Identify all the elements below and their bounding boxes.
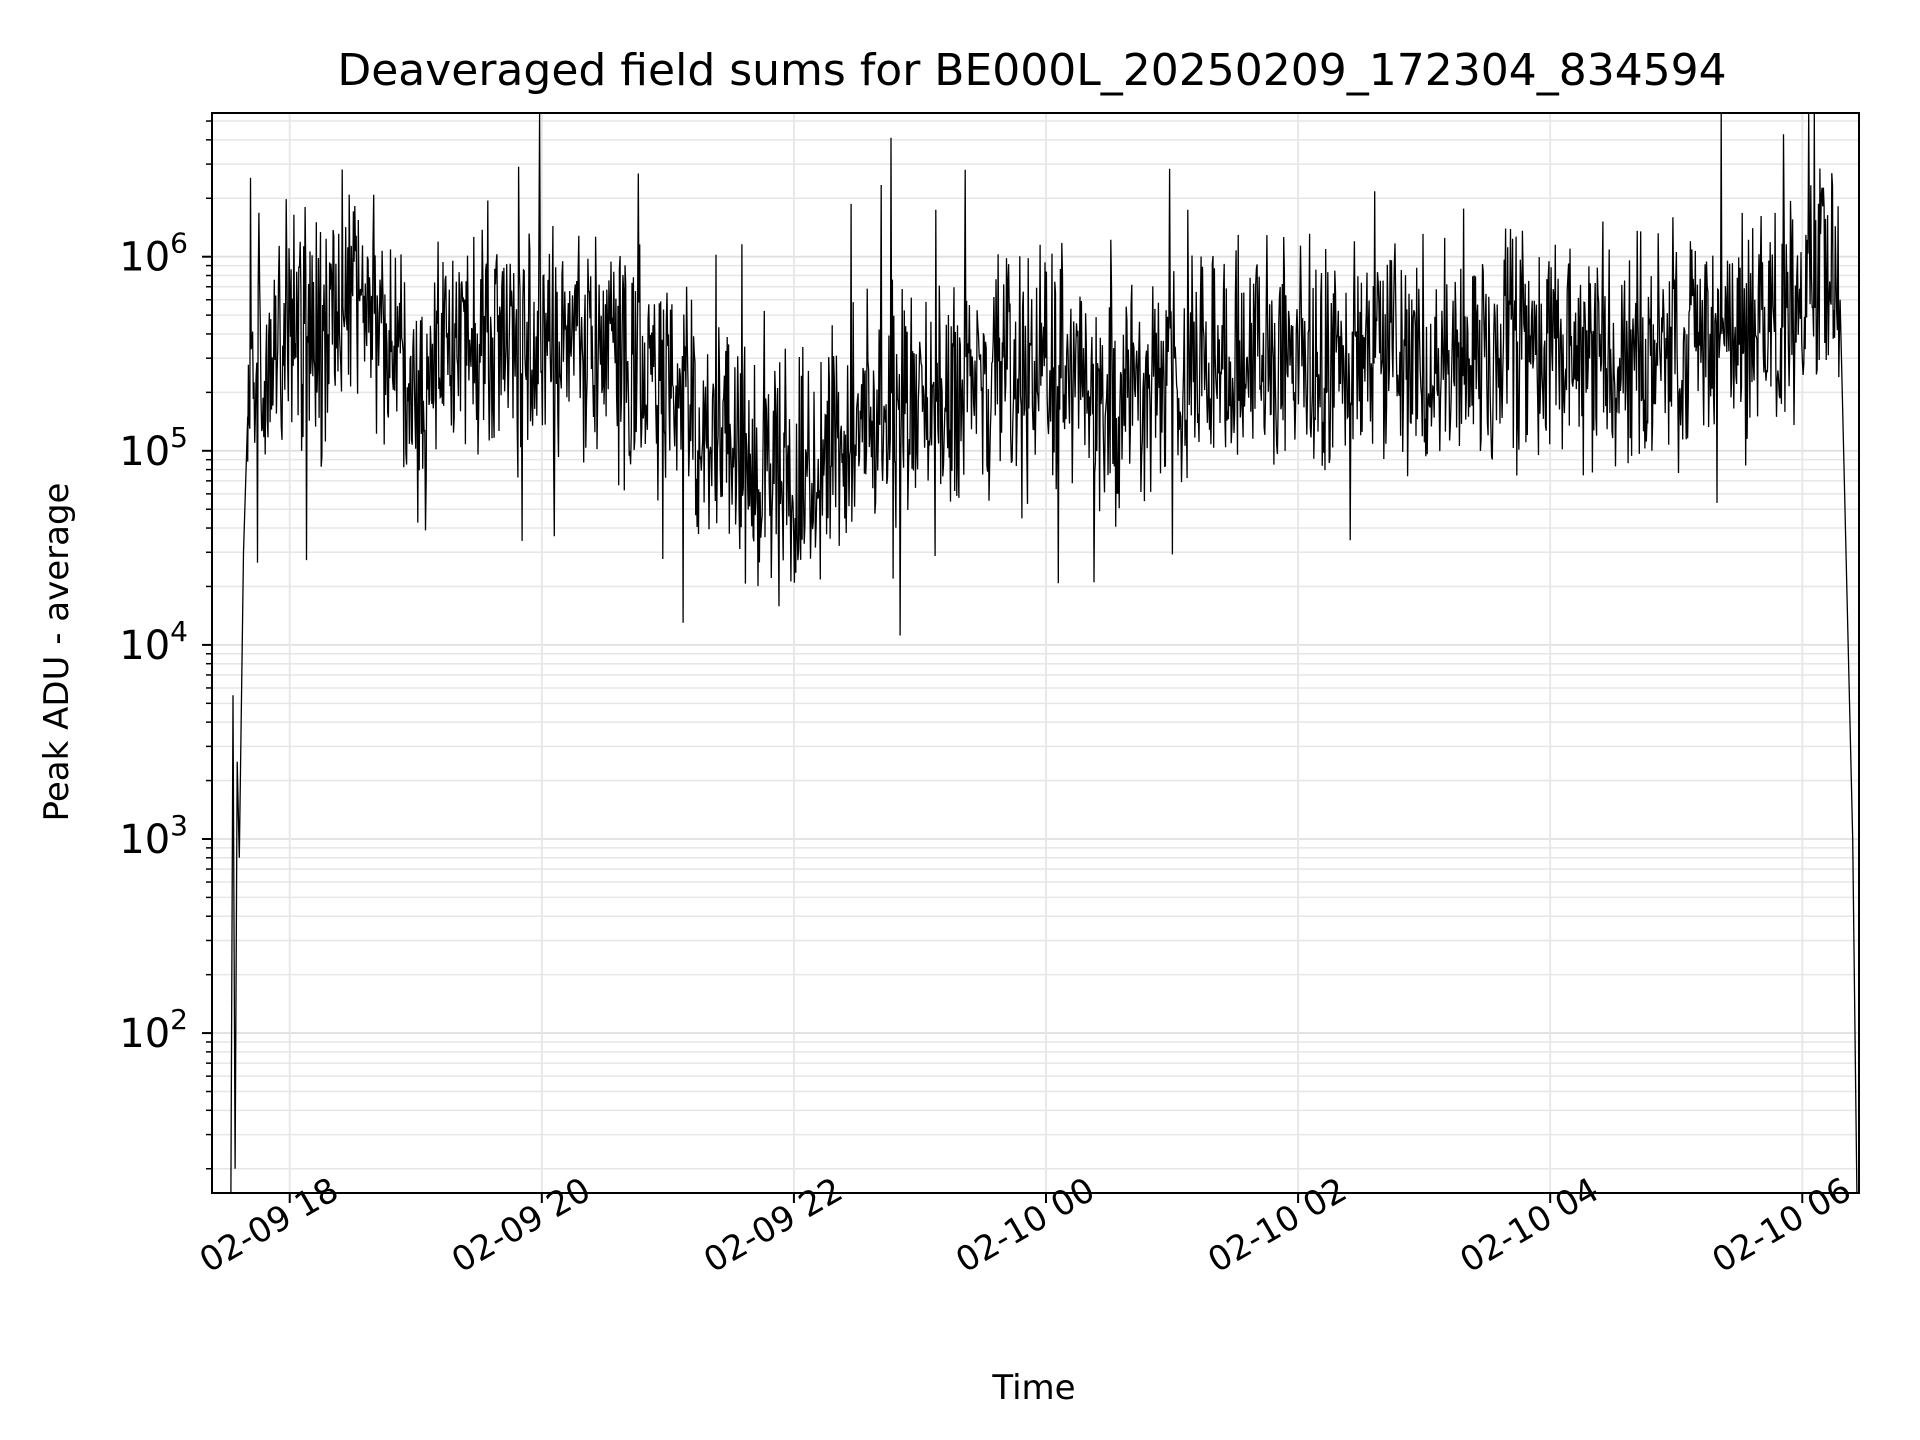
y-tick-label: 104 xyxy=(119,615,188,669)
y-tick-label: 105 xyxy=(119,421,188,475)
x-axis-label: Time xyxy=(991,1368,1075,1408)
y-tick-label: 106 xyxy=(119,227,188,281)
y-tick-label: 103 xyxy=(119,809,188,863)
chart-title: Deaveraged field sums for BE000L_2025020… xyxy=(337,45,1726,96)
y-tick-label: 102 xyxy=(119,1003,188,1057)
series-line xyxy=(230,112,1858,1194)
y-axis-label: Peak ADU - average xyxy=(37,483,77,822)
y-axis: 102 103 104 105 106 xyxy=(119,120,212,1170)
plot-frame xyxy=(211,112,1860,1194)
